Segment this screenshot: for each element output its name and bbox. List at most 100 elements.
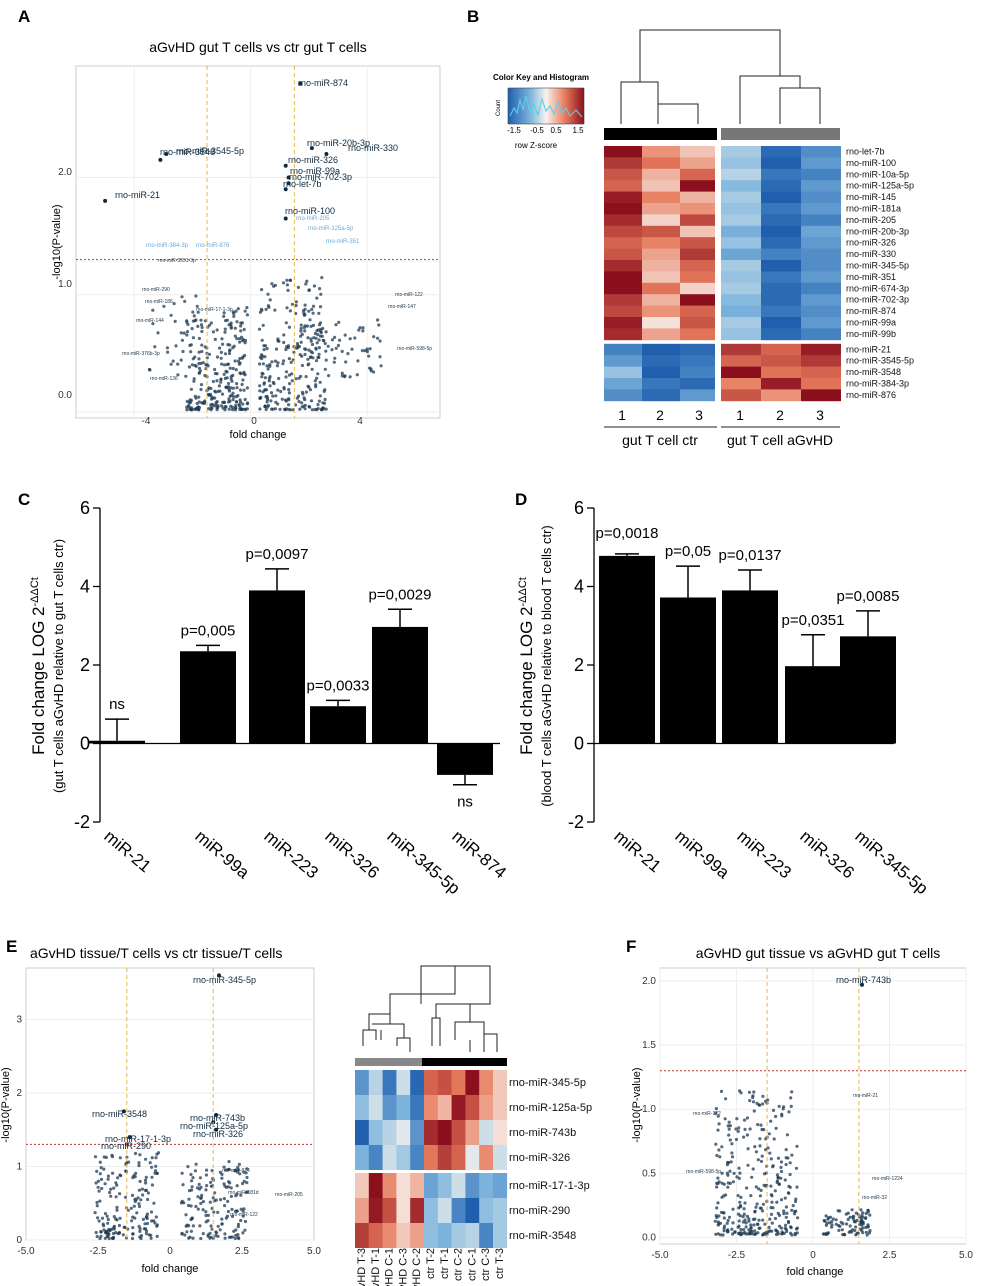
volcano-point [197,357,201,361]
volcano-point [272,382,276,386]
volcano-point [219,356,223,360]
volcano-point [303,347,307,351]
heatmap-cell [761,294,801,306]
volcano-point [736,1129,740,1133]
volcano-point [751,1217,756,1221]
panel-b: B Color Key and Histogram Count -1.5 -0.… [467,7,914,448]
volcano-point [336,343,340,348]
volcano-point [263,405,267,409]
volcano-point [213,396,217,400]
volcano-point [185,408,189,412]
volcano-point [739,1195,743,1199]
heatmap-cell [761,366,801,379]
volcano-point [203,399,207,403]
volcano-point [739,1091,743,1095]
labeled-point [121,1109,126,1114]
e-label-122: rno-miR-122 [230,1212,258,1218]
volcano-point [358,326,362,330]
labeled-point [164,152,169,156]
volcano-point [209,405,213,409]
volcano-point [223,1204,227,1208]
volcano-point [273,359,278,363]
volcano-point [754,1150,759,1154]
volcano-point [150,1183,154,1187]
volcano-point [182,331,186,335]
volcano-point [235,1184,239,1188]
heatmap-cell [680,343,718,356]
volcano-point [112,1186,116,1190]
volcano-point [746,1163,750,1167]
heatmap-cell [761,237,801,249]
volcano-point [197,406,201,410]
volcano-point [327,374,331,378]
volcano-point [227,1160,231,1164]
volcano-point [717,1122,721,1126]
panel-b-heatmap [604,146,841,402]
heatmap-cell [721,328,761,341]
volcano-point [192,314,196,318]
heatmap-cell [355,1070,370,1095]
heatmap-row-label: rno-miR-345-5p [846,261,909,271]
volcano-point [750,1175,754,1179]
heatmap-cell [410,1198,425,1223]
heatmap-cell [479,1095,494,1120]
volcano-point [779,1160,784,1164]
volcano-point [294,300,298,304]
volcano-point [294,311,298,316]
volcano-point [839,1220,843,1224]
volcano-point [303,352,307,357]
volcano-point [242,370,246,374]
volcano-point [317,323,322,327]
c-ytick-label: 0 [80,734,90,754]
heatmap-cell [396,1095,411,1120]
volcano-point [785,1211,789,1215]
volcano-point [726,1218,730,1223]
volcano-point [204,1188,208,1192]
volcano-point [720,1171,724,1175]
volcano-point [776,1230,780,1234]
volcano-point [281,281,286,285]
a-label-3545: rno-miR-3545-5p [176,146,244,156]
heatmap-row-label: rno-miR-21 [846,344,891,354]
volcano-point [756,1231,760,1235]
e-label-17: rno-miR-17-1-3p [105,1134,171,1144]
volcano-point [155,1152,159,1156]
volcano-point [715,1185,719,1189]
volcano-point [239,1207,243,1211]
volcano-point [173,319,177,323]
volcano-point [350,347,354,351]
volcano-point [721,1233,725,1237]
panel-letter-a: A [18,7,30,26]
volcano-point [259,353,264,357]
volcano-point [215,379,219,383]
volcano-point [848,1224,852,1228]
volcano-point [231,391,235,395]
volcano-point [784,1227,788,1231]
volcano-point [272,284,276,288]
heatmap-cell [604,203,642,215]
heatmap-cell [721,203,761,215]
volcano-point [303,303,307,307]
volcano-point [127,1160,131,1164]
volcano-point [102,1224,106,1228]
volcano-point [216,389,220,393]
volcano-point [260,338,264,342]
volcano-point [730,1227,734,1231]
volcano-point [263,355,267,359]
heatmap-cell [451,1198,466,1223]
heatmap-cell [642,271,680,284]
volcano-point [831,1217,835,1221]
volcano-point [235,386,239,390]
heatmap-cell [479,1120,494,1145]
volcano-point [717,1214,721,1218]
panel-a: A aGvHD gut T cells vs ctr gut T cells r… [18,7,441,441]
heatmap-cell [721,168,761,181]
volcano-point [749,1194,753,1198]
heatmap-row-label: rno-miR-3545-5p [846,356,914,366]
volcano-point [728,1124,732,1128]
volcano-point [790,1233,794,1237]
heatmap-cell [437,1095,452,1120]
e-group-bar-agvhd [355,1058,422,1066]
heatmap-cell [801,343,841,356]
volcano-point [191,1224,195,1228]
